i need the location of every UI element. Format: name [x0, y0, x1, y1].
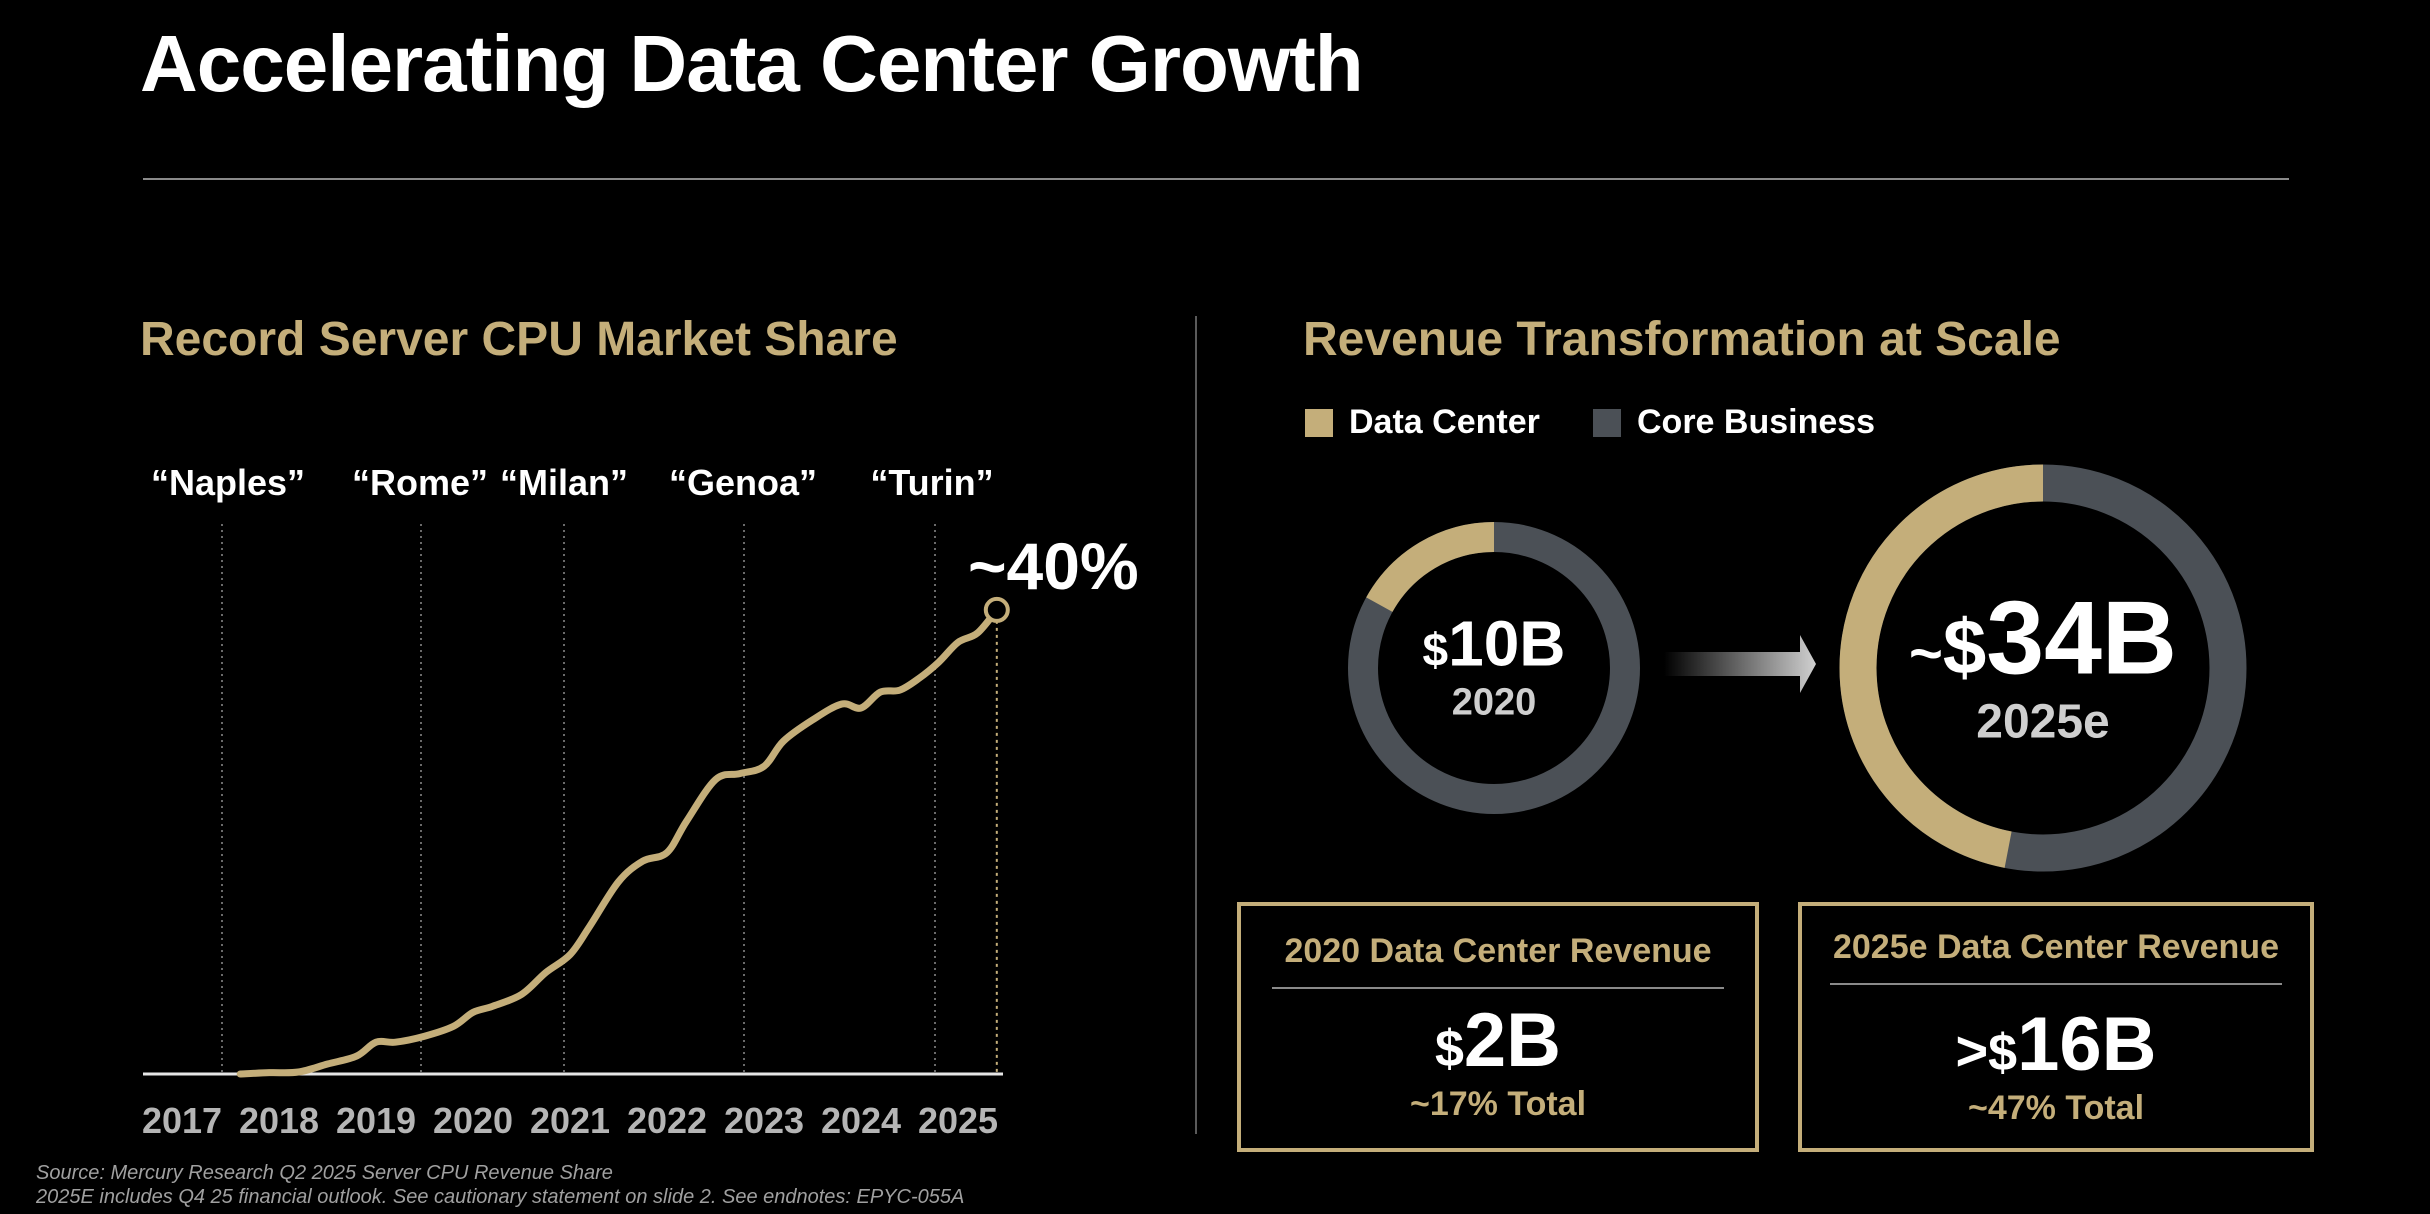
legend-swatch-data-center	[1305, 408, 1333, 437]
footnote-outlook: 2025E includes Q4 25 financial outlook. …	[36, 1186, 965, 1208]
legend-data-center: Data Center	[1305, 403, 1540, 442]
box-2020-title: 2020 Data Center Revenue	[1284, 932, 1712, 970]
donut-2020-data-center-slice	[1348, 522, 1640, 814]
growth-arrow	[1664, 635, 1816, 693]
chart-gridlines	[221, 524, 936, 1074]
x-tick-2019: 2019	[335, 1100, 417, 1141]
codename-naples: “Naples”	[150, 462, 306, 503]
market-share-title: Record Server CPU Market Share	[140, 313, 898, 366]
endpoint-marker	[983, 596, 1010, 623]
page-title: Accelerating Data Center Growth	[140, 19, 1364, 108]
box-2020-share: ~17% Total	[1409, 1085, 1587, 1123]
revenue-donuts	[1348, 464, 2247, 872]
box-2025e-currency: $	[1988, 1024, 2018, 1082]
donut-2020-currency: $	[1422, 623, 1449, 676]
donut-2020-center: $10B 2020	[1423, 612, 1566, 725]
x-tick-2018: 2018	[238, 1100, 320, 1141]
market-share-callout: ~40%	[968, 529, 1139, 603]
revenue-title: Revenue Transformation at Scale	[1303, 313, 2061, 366]
donut-2025e-label: 2025e	[1976, 695, 2110, 749]
box-2025e-dc-revenue: 2025e Data Center Revenue >$16B ~47% Tot…	[1798, 902, 2314, 1152]
codename-turin: “Turin”	[870, 462, 994, 503]
box-2025e-share: ~47% Total	[1967, 1089, 2145, 1127]
box-2020-value-row: $2B	[1241, 1003, 1755, 1079]
market-share-chart	[143, 524, 1010, 1078]
donut-2020-label: 2020	[1451, 681, 1537, 724]
donut-2025e-total: 34B	[1986, 580, 2178, 697]
codename-genoa: “Genoa”	[668, 462, 818, 503]
donut-2020	[1348, 522, 1640, 814]
title-divider	[143, 178, 2289, 180]
x-tick-2017: 2017	[141, 1100, 223, 1141]
donut-2025e-currency: $	[1942, 602, 1987, 691]
x-tick-2022: 2022	[626, 1100, 708, 1141]
donut-2025e-prefix: ~	[1908, 621, 1943, 687]
legend-label-data-center: Data Center	[1349, 403, 1540, 441]
codename-milan: “Milan”	[499, 462, 629, 503]
x-tick-2020: 2020	[432, 1100, 514, 1141]
market-share-line	[236, 606, 1001, 1078]
box-2020-currency: $	[1434, 1020, 1464, 1078]
box-2025e-prefix: >	[1955, 1019, 1989, 1082]
donut-2025e-center: ~$34B 2025e	[1909, 587, 2177, 750]
box-2025e-rule	[1830, 983, 2282, 985]
x-tick-2023: 2023	[723, 1100, 805, 1141]
donut-2020-total: 10B	[1448, 607, 1566, 680]
box-2020-rule	[1272, 987, 1724, 989]
footnote-source: Source: Mercury Research Q2 2025 Server …	[36, 1162, 613, 1184]
legend-core-business: Core Business	[1593, 403, 1875, 442]
section-divider	[1195, 316, 1197, 1134]
legend-swatch-core-business	[1593, 408, 1621, 437]
box-2025e-value: 16B	[2017, 1002, 2157, 1087]
donut-2025e-data-center-slice	[1839, 464, 2247, 872]
donut-2025e	[1839, 464, 2247, 872]
box-2025e-title: 2025e Data Center Revenue	[1832, 928, 2279, 966]
box-2020-dc-revenue: 2020 Data Center Revenue $2B ~17% Total	[1237, 902, 1759, 1152]
codename-rome: “Rome”	[351, 462, 489, 503]
box-2020-value: 2B	[1463, 998, 1562, 1083]
x-tick-2021: 2021	[529, 1100, 611, 1141]
box-2025e-value-row: >$16B	[1802, 1007, 2310, 1083]
legend-label-core-business: Core Business	[1637, 403, 1876, 441]
x-tick-2025: 2025	[917, 1100, 999, 1141]
x-tick-2024: 2024	[820, 1100, 902, 1141]
